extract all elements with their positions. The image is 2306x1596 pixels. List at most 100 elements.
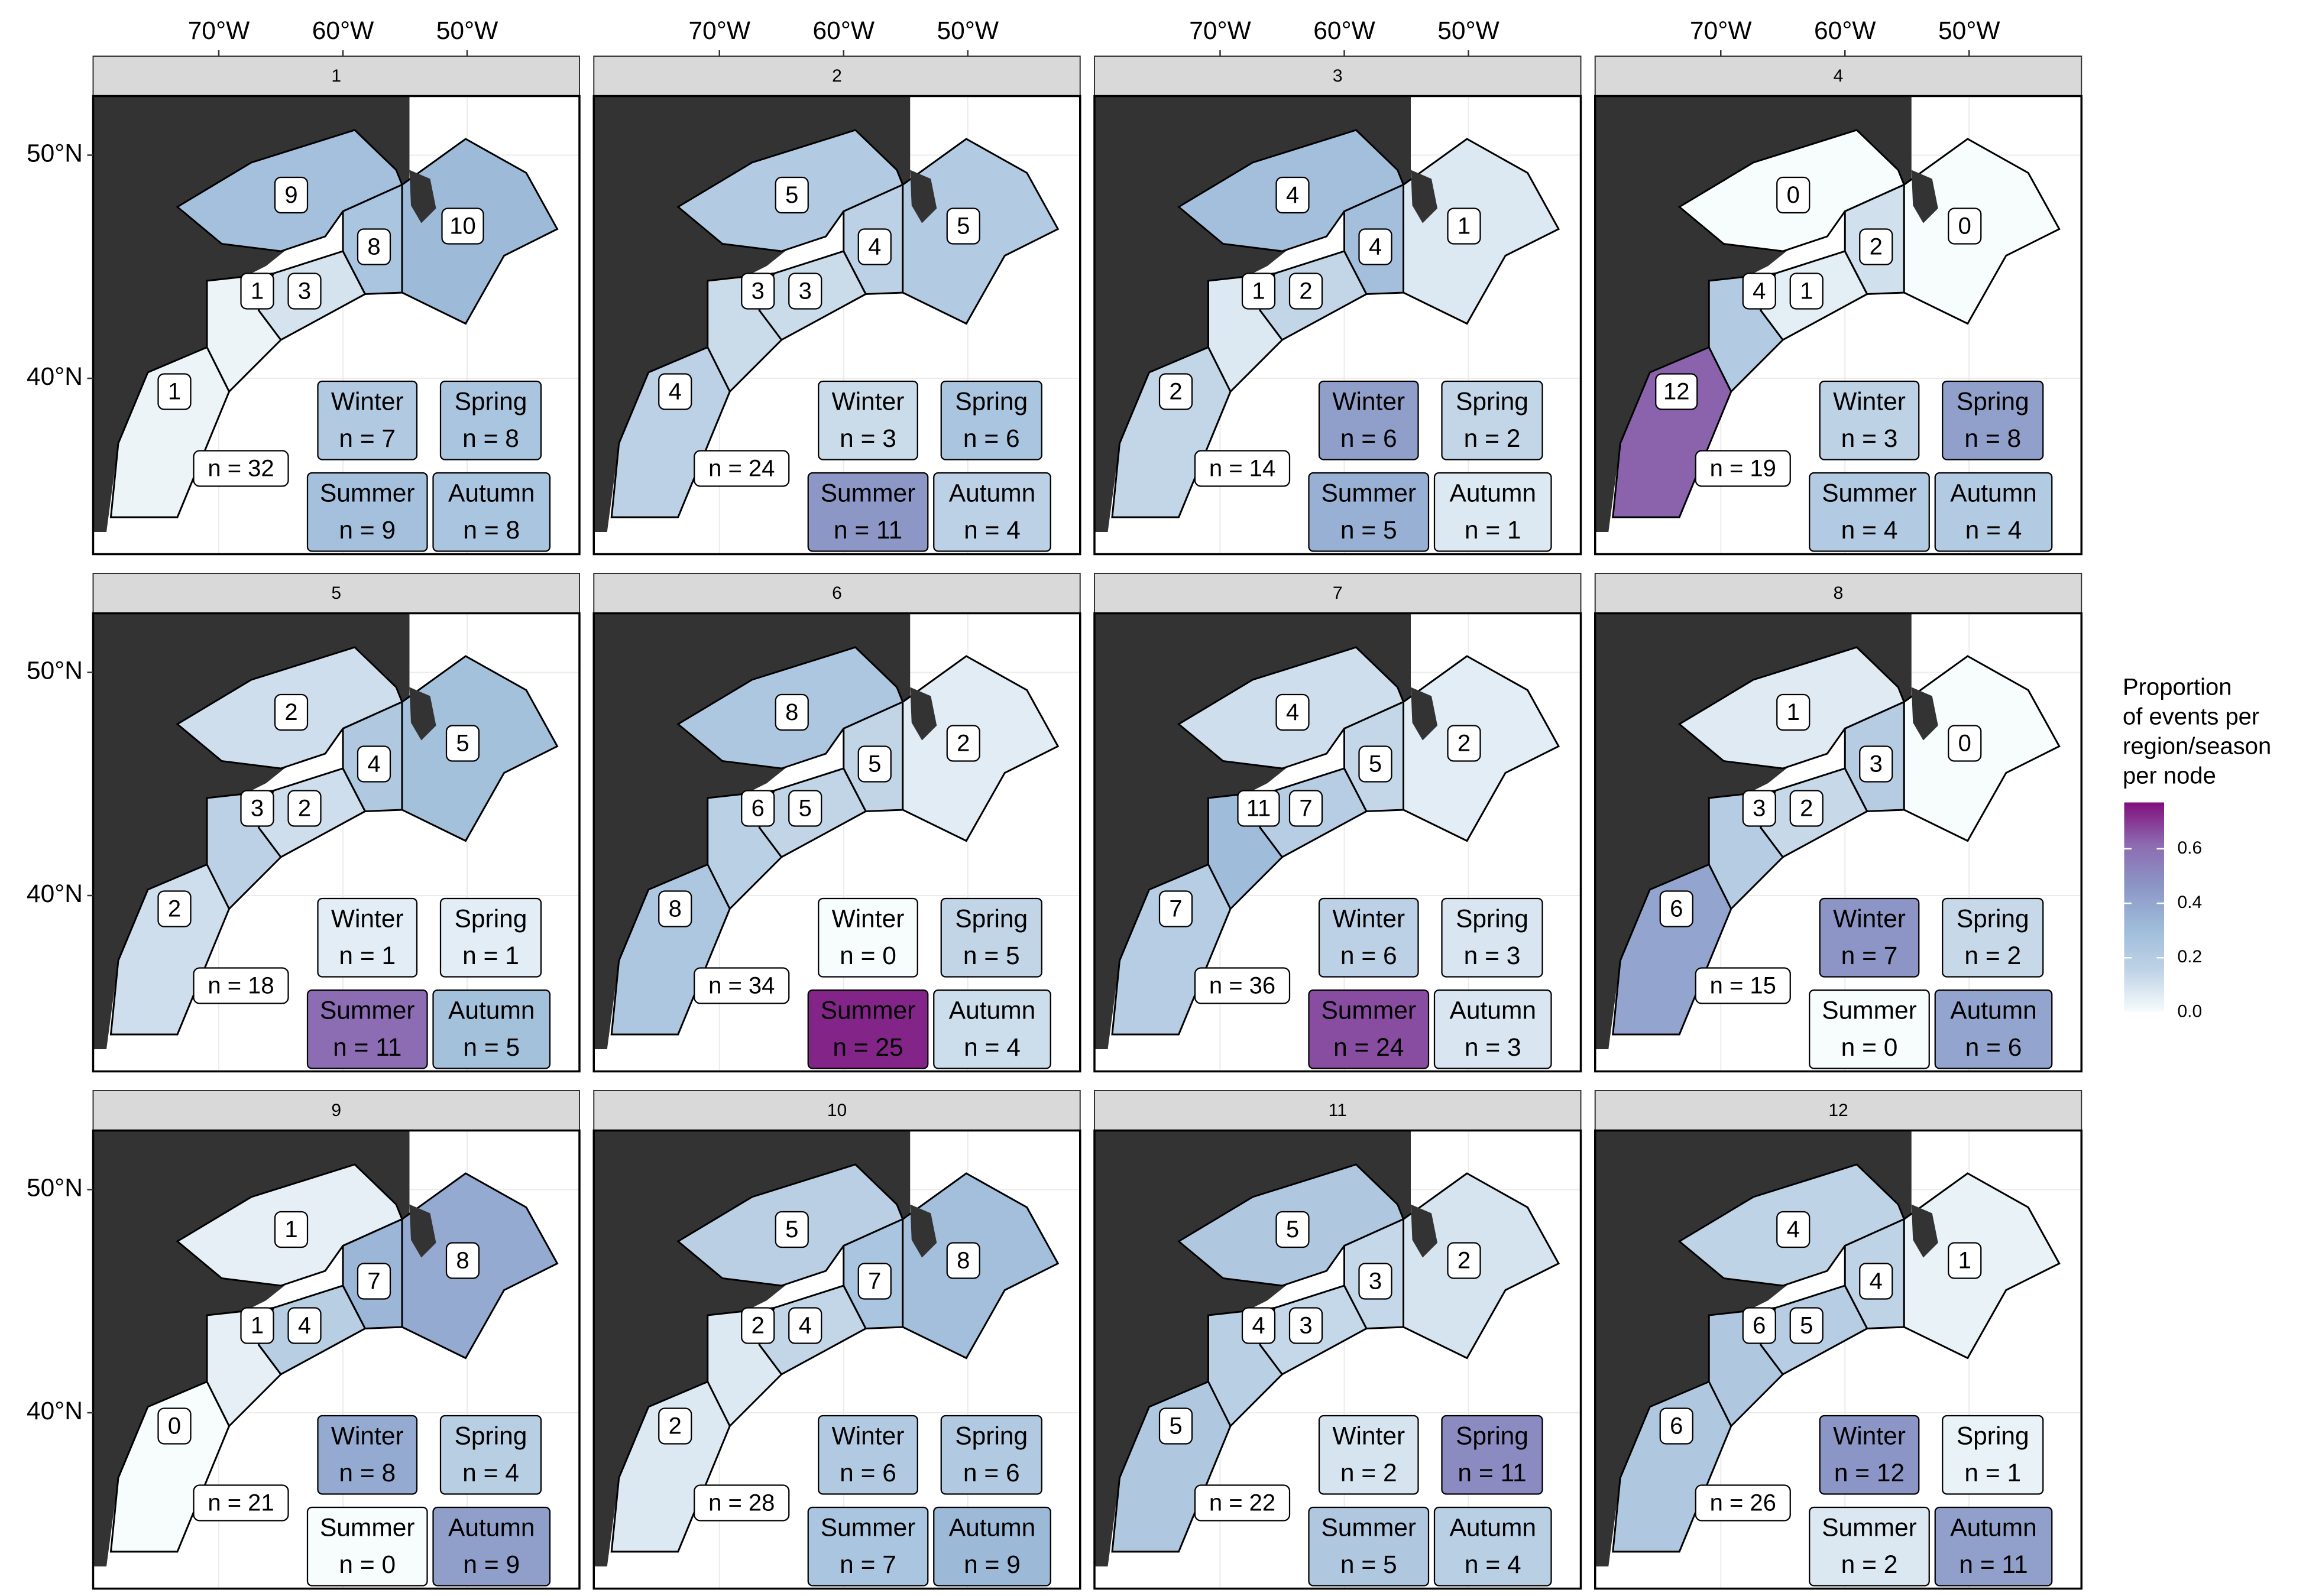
region-label-box [741, 273, 775, 310]
total-label: n = 19 [1710, 456, 1776, 482]
region [401, 655, 559, 842]
season-box [1441, 380, 1543, 460]
panel-border [1093, 1129, 1582, 1590]
region-label: 2 [752, 1313, 765, 1339]
season-name: Spring [1957, 906, 2029, 933]
region-label-box [1447, 207, 1481, 245]
region [1903, 138, 2061, 325]
region-label: 2 [284, 699, 297, 725]
region-label: 5 [957, 213, 970, 239]
island [409, 687, 436, 741]
region-label-box [788, 273, 822, 310]
region-label-box [1447, 725, 1481, 762]
region [1612, 863, 1732, 1036]
season-count: n = 3 [1464, 942, 1521, 970]
season-name: Autumn [1450, 997, 1536, 1025]
total-box [694, 450, 790, 487]
season-name: Winter [1332, 1423, 1405, 1451]
region-label: 11 [1246, 796, 1271, 822]
region-label: 7 [1299, 796, 1312, 822]
season-name: Autumn [1950, 997, 2036, 1025]
region [610, 863, 731, 1036]
season-box [1934, 989, 2053, 1069]
region-label: 9 [284, 182, 297, 208]
season-box [432, 989, 551, 1069]
season-name: Spring [455, 906, 527, 933]
region-label-box [1776, 176, 1811, 214]
region-label-box [658, 890, 692, 927]
region-label: 3 [752, 278, 765, 304]
region-label-box [1241, 273, 1276, 310]
season-name: Winter [832, 906, 905, 933]
y-tick-label: 40°N [27, 880, 83, 908]
island [1411, 1204, 1437, 1258]
region-label: 1 [284, 1217, 297, 1243]
season-count: n = 11 [333, 1034, 401, 1062]
strip-label: 2 [832, 66, 842, 86]
region-label: 7 [868, 1269, 881, 1295]
region-label-box [857, 228, 892, 265]
region [610, 346, 731, 518]
season-box [306, 989, 428, 1069]
region-label: 2 [1458, 1248, 1471, 1274]
region-label: 2 [298, 796, 311, 822]
season-box [439, 380, 542, 460]
region-label: 0 [1958, 731, 1971, 757]
region-label: 6 [1753, 1313, 1766, 1339]
map-panel: 5 3 3 4 5 4 n = 24 Winter n = 3 Spring n = 6 Summer… [592, 95, 1081, 556]
season-count: n = 9 [339, 517, 396, 544]
season-count: n = 3 [840, 425, 896, 453]
season-box [1308, 1506, 1430, 1587]
region-label: 5 [785, 182, 798, 208]
season-count: n = 9 [463, 1551, 520, 1579]
region-label-box [1859, 745, 1893, 783]
region-label-box [1742, 790, 1776, 827]
region [1612, 346, 1732, 518]
region [1111, 1380, 1232, 1553]
season-count: n = 1 [462, 942, 519, 970]
region-label-box [240, 1307, 274, 1344]
region-label: 1 [251, 278, 264, 304]
season-count: n = 11 [834, 517, 902, 544]
region-label-box [1659, 890, 1693, 927]
season-box [439, 897, 542, 978]
region-label-box [946, 725, 980, 762]
region-label-box [240, 273, 274, 310]
season-box [317, 380, 418, 460]
region-label: 3 [1369, 1269, 1382, 1295]
y-tick-label: 50°N [27, 140, 83, 168]
region-label-box [1776, 1211, 1811, 1248]
region-label-box [1789, 1307, 1824, 1344]
region-label-box [445, 1242, 480, 1279]
region [902, 1172, 1060, 1360]
panel-border [592, 612, 1081, 1073]
region-label-box [1237, 790, 1280, 827]
x-tick-label: 50°W [1437, 17, 1499, 45]
region-label: 8 [957, 1248, 970, 1274]
season-box [1809, 989, 1930, 1069]
region-label: 4 [868, 234, 881, 260]
season-name: Summer [1822, 997, 1917, 1025]
legend-title: per node [2123, 763, 2216, 789]
strip-label: 4 [1834, 66, 1844, 86]
region-label: 2 [669, 1413, 682, 1439]
map-panel: 4 11 7 5 2 7 n = 36 Winter n = 6 Spring n = 3 Summe… [1093, 612, 1582, 1073]
x-tick-label: 60°W [312, 17, 374, 45]
legend-title: Proportion [2123, 674, 2232, 700]
season-box [940, 1415, 1042, 1495]
region-label: 5 [799, 796, 812, 822]
total-label: n = 36 [1209, 973, 1275, 999]
region-label-box [1288, 790, 1323, 827]
panel-border [92, 1129, 581, 1590]
season-count: n = 0 [1841, 1034, 1898, 1062]
x-tick-label: 60°W [813, 17, 875, 45]
region-label-box [1859, 228, 1893, 265]
strip [1594, 56, 2082, 97]
region-label: 4 [1787, 1217, 1800, 1243]
season-count: n = 1 [1465, 517, 1521, 544]
island [910, 1204, 937, 1258]
region-label: 4 [1369, 234, 1382, 260]
legend-tick-label: 0.0 [2178, 1001, 2203, 1021]
season-count: n = 2 [1464, 425, 1521, 453]
season-name: Spring [1456, 1423, 1528, 1451]
